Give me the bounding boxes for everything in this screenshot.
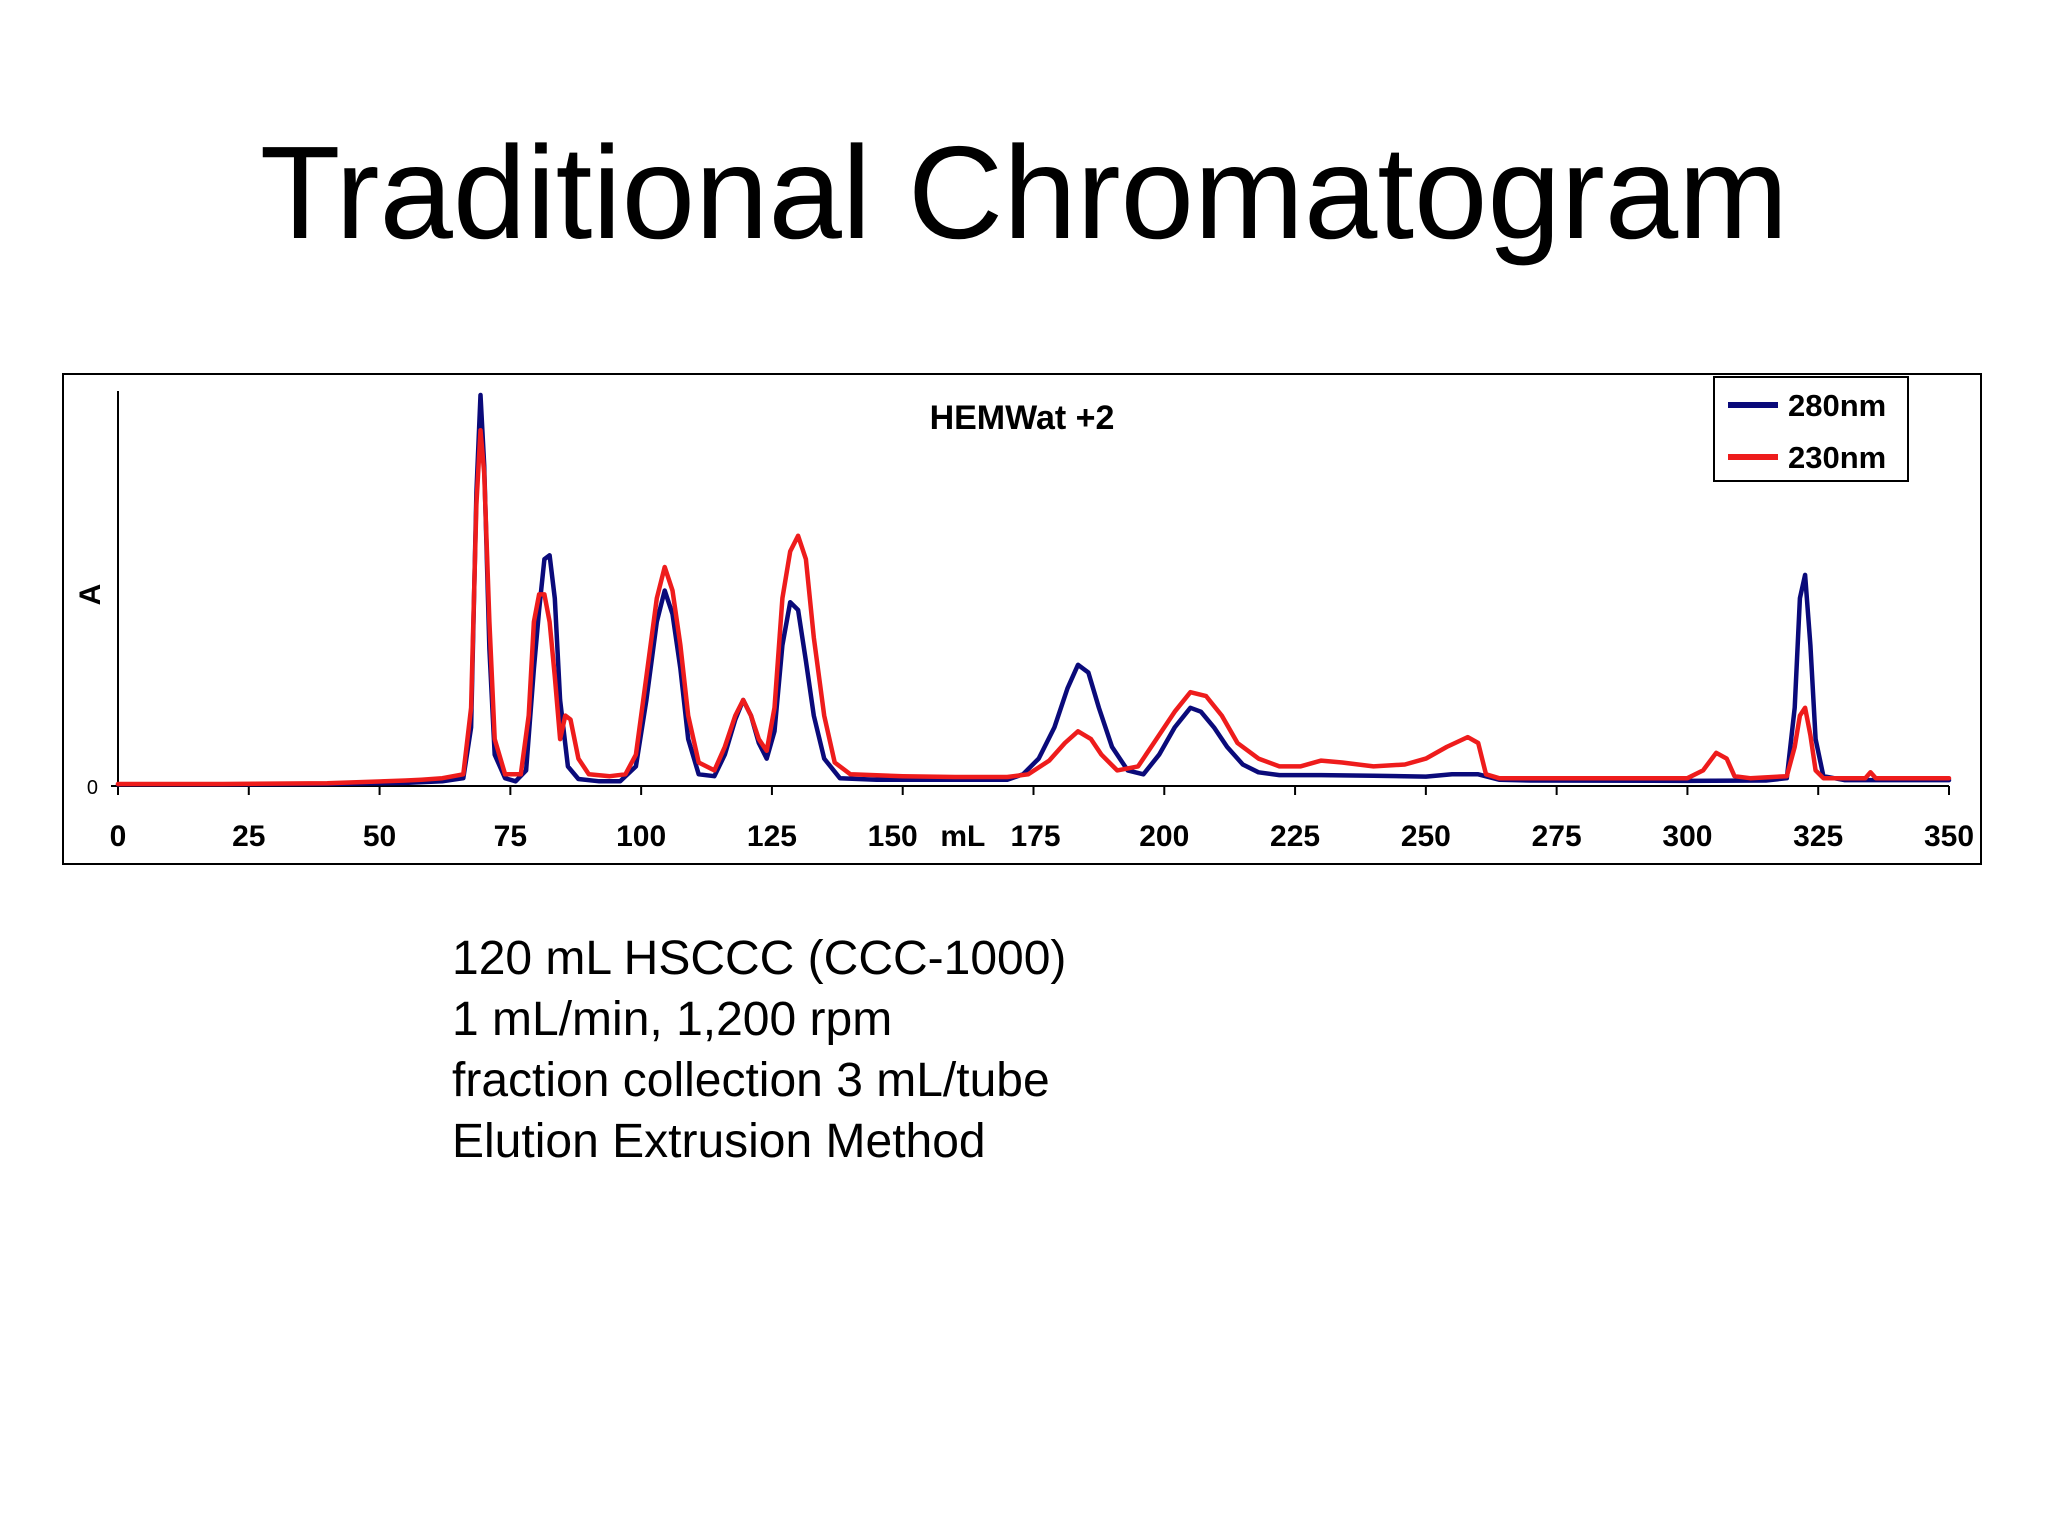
x-tick-label: 100 [616, 820, 666, 853]
legend-label-230nm: 230nm [1788, 440, 1886, 475]
x-tick-label: 125 [747, 820, 797, 853]
slide-title: Traditional Chromatogram [259, 119, 1789, 266]
series-line-230nm [115, 427, 1952, 787]
x-tick-label: 250 [1401, 820, 1451, 853]
x-tick-label: 175 [1010, 820, 1060, 853]
x-axis-label: mL [940, 820, 985, 853]
experiment-notes: 120 mL HSCCC (CCC-1000) 1 mL/min, 1,200 … [452, 928, 1066, 1172]
note-line-method: Elution Extrusion Method [452, 1115, 986, 1168]
x-tick-label: 25 [232, 820, 265, 853]
legend-box [1713, 376, 1909, 482]
x-tick-label: 275 [1532, 820, 1582, 853]
chart-frame: 0 25 50 75 100 125 150 175 200 225 250 275 300 325 350… [62, 373, 1982, 865]
note-line-column: 120 mL HSCCC (CCC-1000) [452, 932, 1067, 985]
x-tick-label: 50 [363, 820, 396, 853]
x-tick-label: 350 [1924, 820, 1974, 853]
y-tick-label: 0 [87, 777, 98, 799]
x-tick-label: 200 [1139, 820, 1189, 853]
x-tick-label: 75 [494, 820, 527, 853]
chromatogram-chart: 0 25 50 75 100 125 150 175 200 225 250 275 300 325 350… [74, 376, 1974, 853]
y-axis-label: A [74, 584, 107, 606]
note-line-fraction: fraction collection 3 mL/tube [452, 1054, 1050, 1107]
chart-title: HEMWat +2 [930, 399, 1115, 437]
x-tick-label: 225 [1270, 820, 1320, 853]
legend-label-280nm: 280nm [1788, 388, 1886, 423]
x-tick-label: 300 [1662, 820, 1712, 853]
series-line-280nm [115, 392, 1952, 787]
note-line-flow: 1 mL/min, 1,200 rpm [452, 993, 893, 1046]
x-tick-label: 325 [1793, 820, 1843, 853]
x-tick-label: 150 [868, 820, 918, 853]
x-tick-label: 0 [110, 820, 127, 853]
